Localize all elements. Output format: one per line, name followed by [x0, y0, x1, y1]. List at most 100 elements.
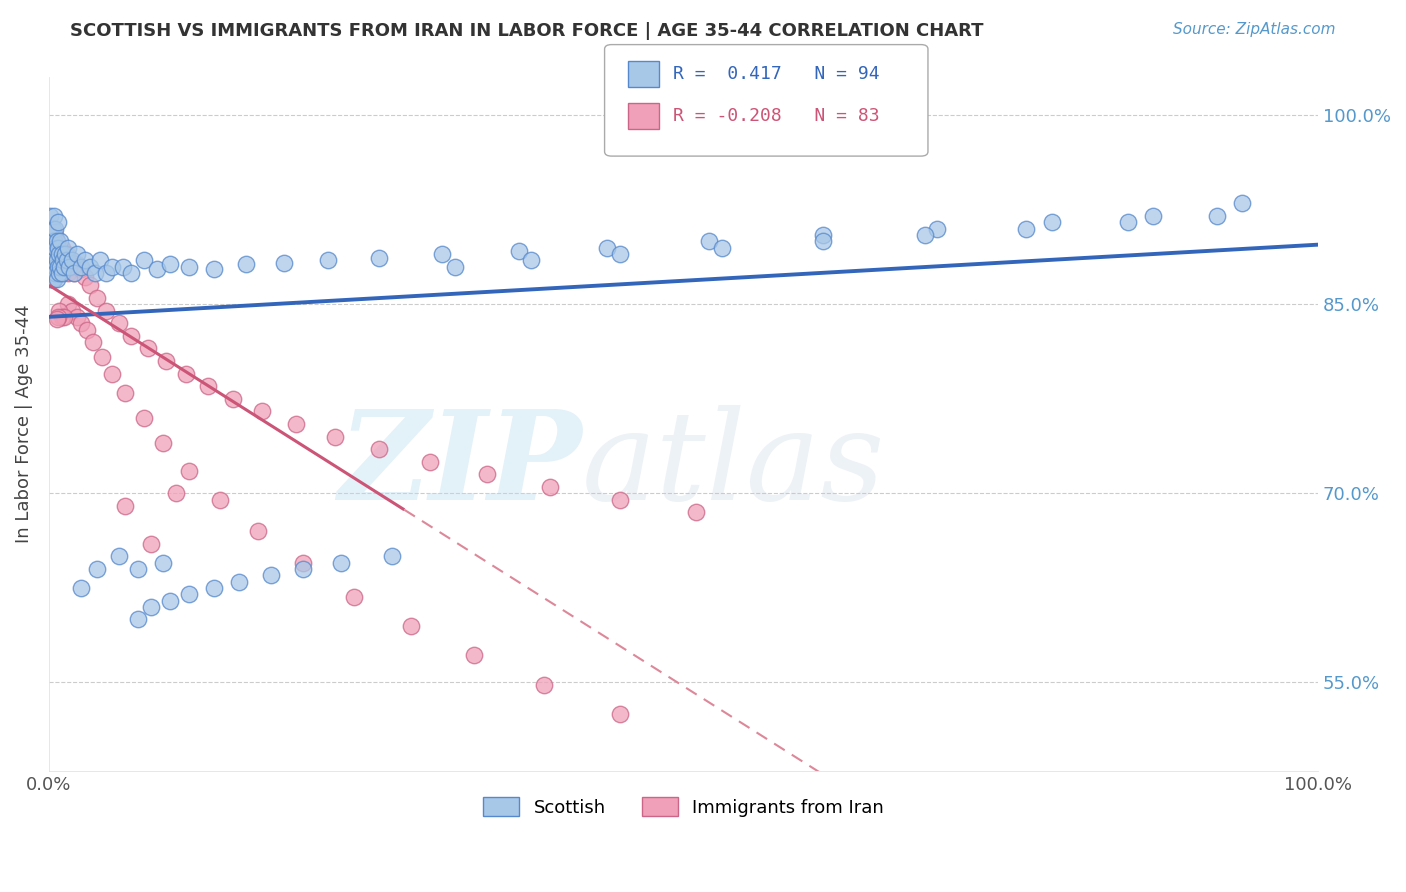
Point	[46, 215, 69, 229]
Point	[42, 209, 65, 223]
Point	[39, 272, 62, 286]
Point	[146, 262, 169, 277]
Point	[89, 253, 111, 268]
Point	[46, 310, 69, 324]
Point	[48, 241, 70, 255]
Point	[42, 235, 65, 249]
Point	[101, 367, 124, 381]
Point	[399, 619, 422, 633]
Point	[927, 221, 949, 235]
Point	[39, 235, 62, 249]
Text: R =  0.417   N = 94: R = 0.417 N = 94	[673, 65, 880, 83]
Point	[42, 272, 65, 286]
Point	[41, 241, 63, 255]
Point	[329, 556, 352, 570]
Point	[55, 247, 77, 261]
Point	[39, 209, 62, 223]
Point	[69, 581, 91, 595]
Point	[41, 221, 63, 235]
Point	[46, 247, 69, 261]
Point	[107, 316, 129, 330]
Point	[139, 537, 162, 551]
Point	[285, 417, 308, 431]
Point	[273, 256, 295, 270]
Point	[56, 266, 79, 280]
Point	[42, 241, 65, 255]
Point	[55, 247, 77, 261]
Point	[41, 253, 63, 268]
Point	[1116, 215, 1139, 229]
Point	[76, 322, 98, 336]
Point	[42, 260, 65, 274]
Point	[42, 227, 65, 242]
Point	[52, 253, 75, 268]
Point	[49, 260, 72, 274]
Point	[41, 266, 63, 280]
Point	[42, 260, 65, 274]
Point	[44, 227, 66, 242]
Text: atlas: atlas	[582, 405, 886, 526]
Point	[53, 310, 76, 324]
Point	[41, 241, 63, 255]
Point	[39, 235, 62, 249]
Point	[42, 272, 65, 286]
Point	[127, 562, 149, 576]
Point	[39, 221, 62, 235]
Point	[316, 253, 339, 268]
Point	[685, 505, 707, 519]
Point	[73, 269, 96, 284]
Point	[1230, 196, 1253, 211]
Point	[121, 328, 143, 343]
Point	[79, 278, 101, 293]
Point	[42, 247, 65, 261]
Point	[323, 430, 346, 444]
Point	[342, 590, 364, 604]
Point	[53, 253, 76, 268]
Point	[44, 247, 66, 261]
Point	[177, 587, 200, 601]
Point	[58, 260, 80, 274]
Point	[58, 253, 80, 268]
Point	[44, 266, 66, 280]
Point	[177, 260, 200, 274]
Point	[444, 260, 467, 274]
Point	[291, 562, 314, 576]
Point	[69, 262, 91, 277]
Point	[66, 257, 89, 271]
Point	[1040, 215, 1063, 229]
Point	[127, 612, 149, 626]
Point	[1142, 209, 1164, 223]
Point	[811, 227, 834, 242]
Point	[41, 235, 63, 249]
Point	[42, 247, 65, 261]
Point	[174, 367, 197, 381]
Point	[202, 581, 225, 595]
Point	[710, 241, 733, 255]
Point	[914, 227, 936, 242]
Point	[48, 266, 70, 280]
Point	[55, 253, 77, 268]
Point	[697, 235, 720, 249]
Point	[42, 253, 65, 268]
Point	[44, 221, 66, 235]
Point	[42, 235, 65, 249]
Point	[86, 562, 108, 576]
Point	[48, 247, 70, 261]
Point	[44, 260, 66, 274]
Point	[69, 260, 91, 274]
Point	[114, 385, 136, 400]
Point	[222, 392, 245, 406]
Point	[463, 648, 485, 662]
Point	[202, 262, 225, 277]
Point	[63, 266, 86, 280]
Point	[49, 266, 72, 280]
Point	[247, 524, 270, 539]
Point	[177, 464, 200, 478]
Point	[49, 247, 72, 261]
Point	[114, 499, 136, 513]
Point	[111, 260, 134, 274]
Point	[811, 235, 834, 249]
Text: ZIP: ZIP	[339, 405, 582, 526]
Point	[60, 253, 83, 268]
Point	[53, 260, 76, 274]
